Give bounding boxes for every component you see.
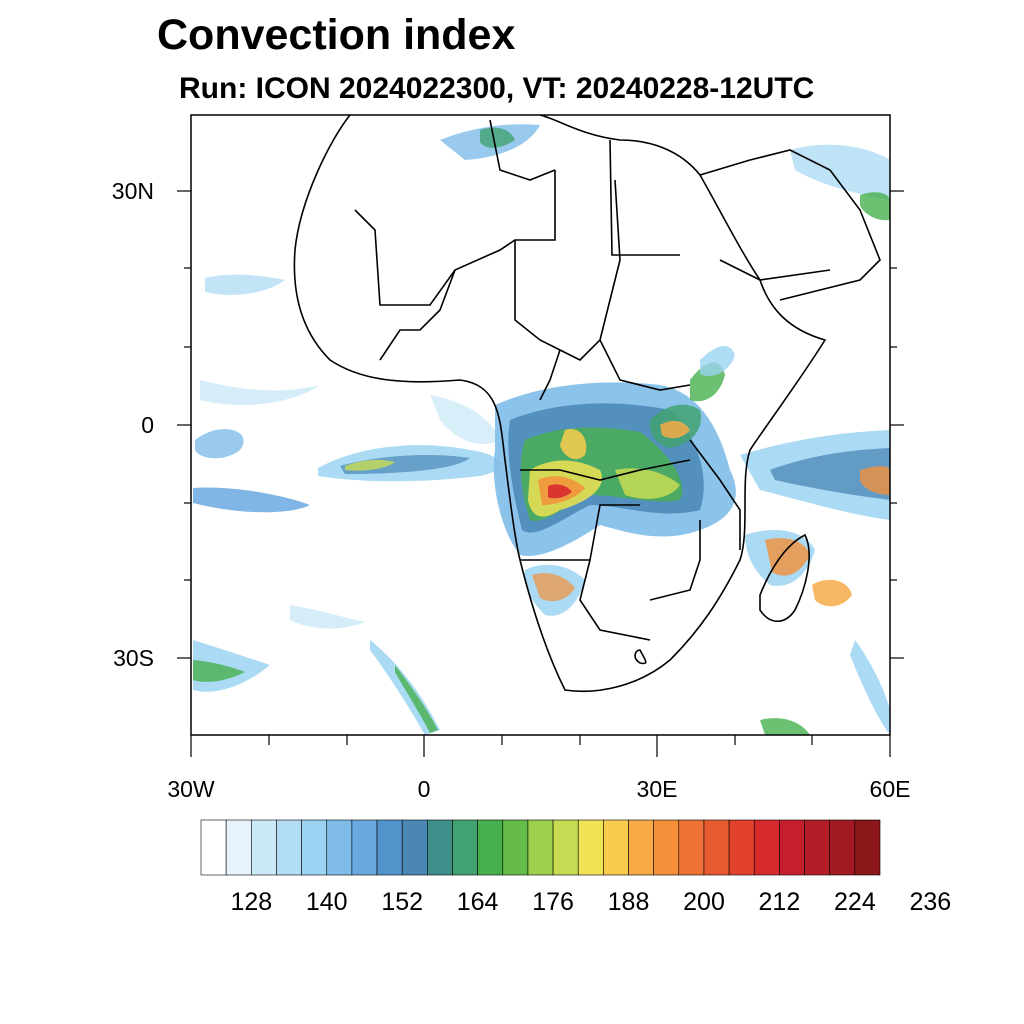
colorbar-swatch — [552, 819, 579, 876]
chart-subtitle: Run: ICON 2024022300, VT: 20240228-12UTC — [179, 72, 815, 105]
colorbar-swatch — [678, 819, 705, 876]
colorbar-tick-label: 200 — [683, 888, 725, 916]
coastlines — [293, 115, 881, 693]
colorbar-tick-label: 176 — [532, 888, 574, 916]
colorbar-swatch — [477, 819, 504, 876]
lon-label-0: 0 — [417, 776, 431, 802]
colorbar-swatch — [502, 819, 529, 876]
colorbar — [200, 819, 881, 876]
colorbar-tick-label: 236 — [909, 888, 952, 916]
colorbar-swatch — [376, 819, 403, 876]
colorbar-swatch — [703, 819, 730, 876]
lat-label-30s: 30S — [113, 645, 154, 671]
colorbar-swatch — [804, 819, 831, 876]
colorbar-tick-label: 152 — [381, 888, 424, 916]
colorbar-swatch — [401, 819, 428, 876]
colorbar-swatch — [251, 819, 277, 876]
colorbar-swatch — [628, 819, 654, 876]
colorbar-tick-label: 224 — [834, 888, 876, 916]
colorbar-tick-label: 212 — [758, 888, 801, 916]
convection-field — [193, 124, 890, 735]
colorbar-swatch — [728, 819, 755, 876]
colorbar-swatch — [854, 819, 881, 876]
colorbar-swatch — [452, 819, 478, 876]
chart-title: Convection index — [157, 11, 516, 59]
colorbar-swatch — [829, 819, 856, 876]
colorbar-tick-label: 140 — [305, 888, 348, 916]
colorbar-tick-label: 164 — [456, 888, 499, 916]
colorbar-swatch — [779, 819, 805, 876]
colorbar-swatch — [427, 819, 453, 876]
colorbar-swatch — [326, 819, 353, 876]
lon-label-60e: 60E — [869, 776, 911, 802]
colorbar-swatch — [200, 819, 227, 876]
lat-label-0: 0 — [141, 412, 154, 438]
colorbar-swatch — [603, 819, 629, 876]
colorbar-swatch — [527, 819, 554, 876]
colorbar-tick-label: 188 — [607, 888, 650, 916]
colorbar-swatch — [653, 819, 680, 876]
colorbar-swatch — [276, 819, 302, 876]
colorbar-swatch — [225, 819, 252, 876]
colorbar-tick-label: 128 — [230, 888, 273, 916]
lat-label-30n: 30N — [111, 178, 154, 204]
axis-ticks — [177, 190, 904, 757]
lon-label-30e: 30E — [636, 776, 678, 802]
colorbar-swatch — [753, 819, 780, 876]
colorbar-swatch — [351, 819, 378, 876]
colorbar-swatch — [301, 819, 328, 876]
colorbar-swatch — [577, 819, 604, 876]
lon-label-30w: 30W — [167, 776, 215, 802]
